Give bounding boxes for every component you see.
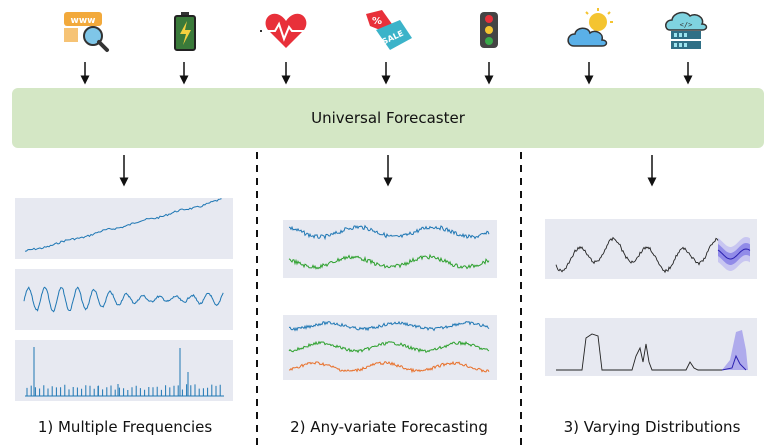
history-series (555, 236, 719, 274)
svg-text:www: www (71, 16, 96, 26)
forecast-median (721, 354, 747, 371)
forecast-median (717, 248, 751, 260)
multiple-frequencies-plots (15, 198, 233, 401)
section-label-1: 1) Multiple Frequencies (38, 418, 213, 436)
sale-tag-icon: % SALE (366, 10, 412, 50)
cloud-server-icon: </> (665, 11, 708, 49)
svg-text:%: % (372, 16, 382, 27)
universal-forecaster-banner (12, 88, 764, 148)
section-label-3: 3) Varying Distributions (564, 418, 741, 436)
banner-label: Universal Forecaster (311, 109, 466, 127)
section-label-2: 2) Any-variate Forecasting (290, 418, 488, 436)
battery-icon (174, 12, 196, 51)
varying-distributions-plots (545, 219, 757, 376)
history-series (556, 333, 722, 371)
input-arrows (80, 62, 693, 85)
spike-series (25, 347, 224, 397)
variate-blue (288, 320, 490, 332)
traffic-light-icon (480, 12, 498, 48)
web-search-icon: www (64, 12, 109, 52)
plot-background (283, 315, 497, 380)
variate-green (288, 253, 490, 270)
weather-icon (567, 8, 613, 47)
plot-background (15, 198, 233, 259)
svg-text:</>: </> (680, 21, 693, 29)
forecast-interval-inner (718, 243, 750, 265)
variate-orange (288, 360, 490, 374)
seasonal-series (23, 286, 224, 313)
variate-blue (288, 224, 490, 241)
plot-background (283, 220, 497, 278)
plot-background (15, 269, 233, 330)
any-variate-plots (283, 220, 497, 380)
trend-series (24, 198, 222, 252)
forecast-interval (722, 330, 748, 370)
heart-rate-icon (260, 13, 310, 48)
output-arrows (119, 155, 657, 187)
variate-green (288, 340, 490, 354)
